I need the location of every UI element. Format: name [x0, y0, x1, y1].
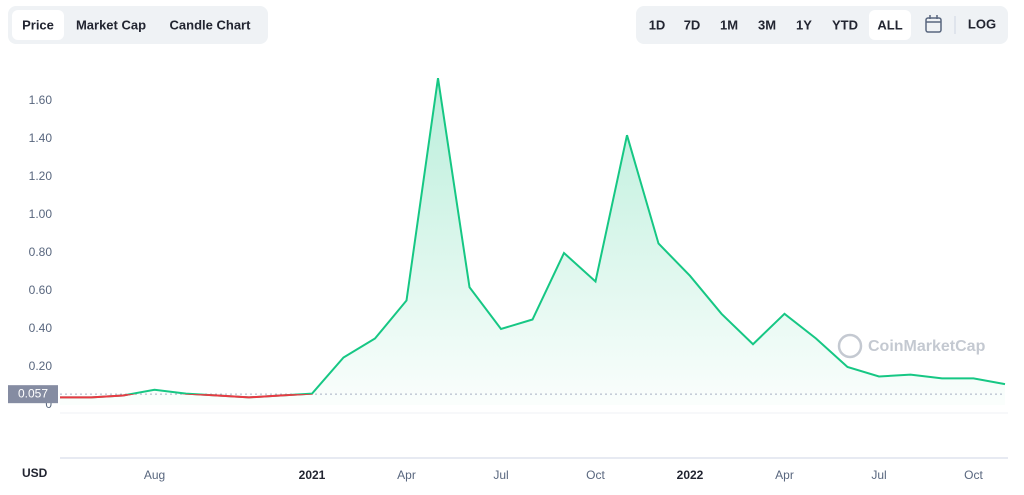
y-tick-label: 0.20 [29, 359, 53, 373]
y-tick-label: 1.60 [29, 93, 53, 107]
y-tick-label: 0.80 [29, 245, 53, 259]
reference-tag [8, 385, 58, 404]
x-tick-label: Apr [397, 468, 416, 482]
y-tick-label: 0 [45, 397, 52, 411]
watermark-text: CoinMarketCap [868, 338, 986, 355]
y-tick-label: 0.40 [29, 321, 53, 335]
range-button[interactable]: 7D [684, 17, 701, 32]
log-button[interactable]: LOG [968, 16, 996, 31]
x-tick-label: 2021 [299, 468, 326, 482]
range-active [869, 10, 911, 40]
tab[interactable]: Candle Chart [170, 17, 252, 32]
range-button[interactable]: 1Y [796, 17, 812, 32]
range-bar [636, 6, 1008, 44]
tab-active [12, 10, 64, 40]
x-tick-label: Oct [964, 468, 983, 482]
range-button[interactable]: 1D [649, 17, 666, 32]
x-tick-label: Apr [775, 468, 794, 482]
area [60, 78, 1005, 405]
range-button[interactable]: 3M [758, 17, 776, 32]
y-tick-label: 1.00 [29, 207, 53, 221]
tab-bar [8, 6, 268, 44]
y-tick-label: 1.20 [29, 169, 53, 183]
reference-label: 0.057 [18, 386, 48, 400]
tab[interactable]: Market Cap [76, 17, 146, 32]
range-button[interactable]: ALL [877, 17, 902, 32]
x-tick-label: 2022 [677, 468, 704, 482]
watermark: CoinMarketCap [837, 333, 986, 359]
range-button[interactable]: YTD [832, 17, 858, 32]
range-button[interactable]: 1M [720, 17, 738, 32]
y-tick-label: 0.60 [29, 283, 53, 297]
x-tick-label: Aug [144, 468, 165, 482]
tab[interactable]: Price [22, 17, 54, 32]
currency: USD [22, 466, 48, 480]
x-tick-label: Jul [493, 468, 508, 482]
calendar-icon[interactable] [925, 15, 942, 33]
y-tick-label: 1.40 [29, 131, 53, 145]
x-tick-label: Jul [871, 468, 886, 482]
x-tick-label: Oct [586, 468, 605, 482]
price-line-below [60, 394, 313, 399]
